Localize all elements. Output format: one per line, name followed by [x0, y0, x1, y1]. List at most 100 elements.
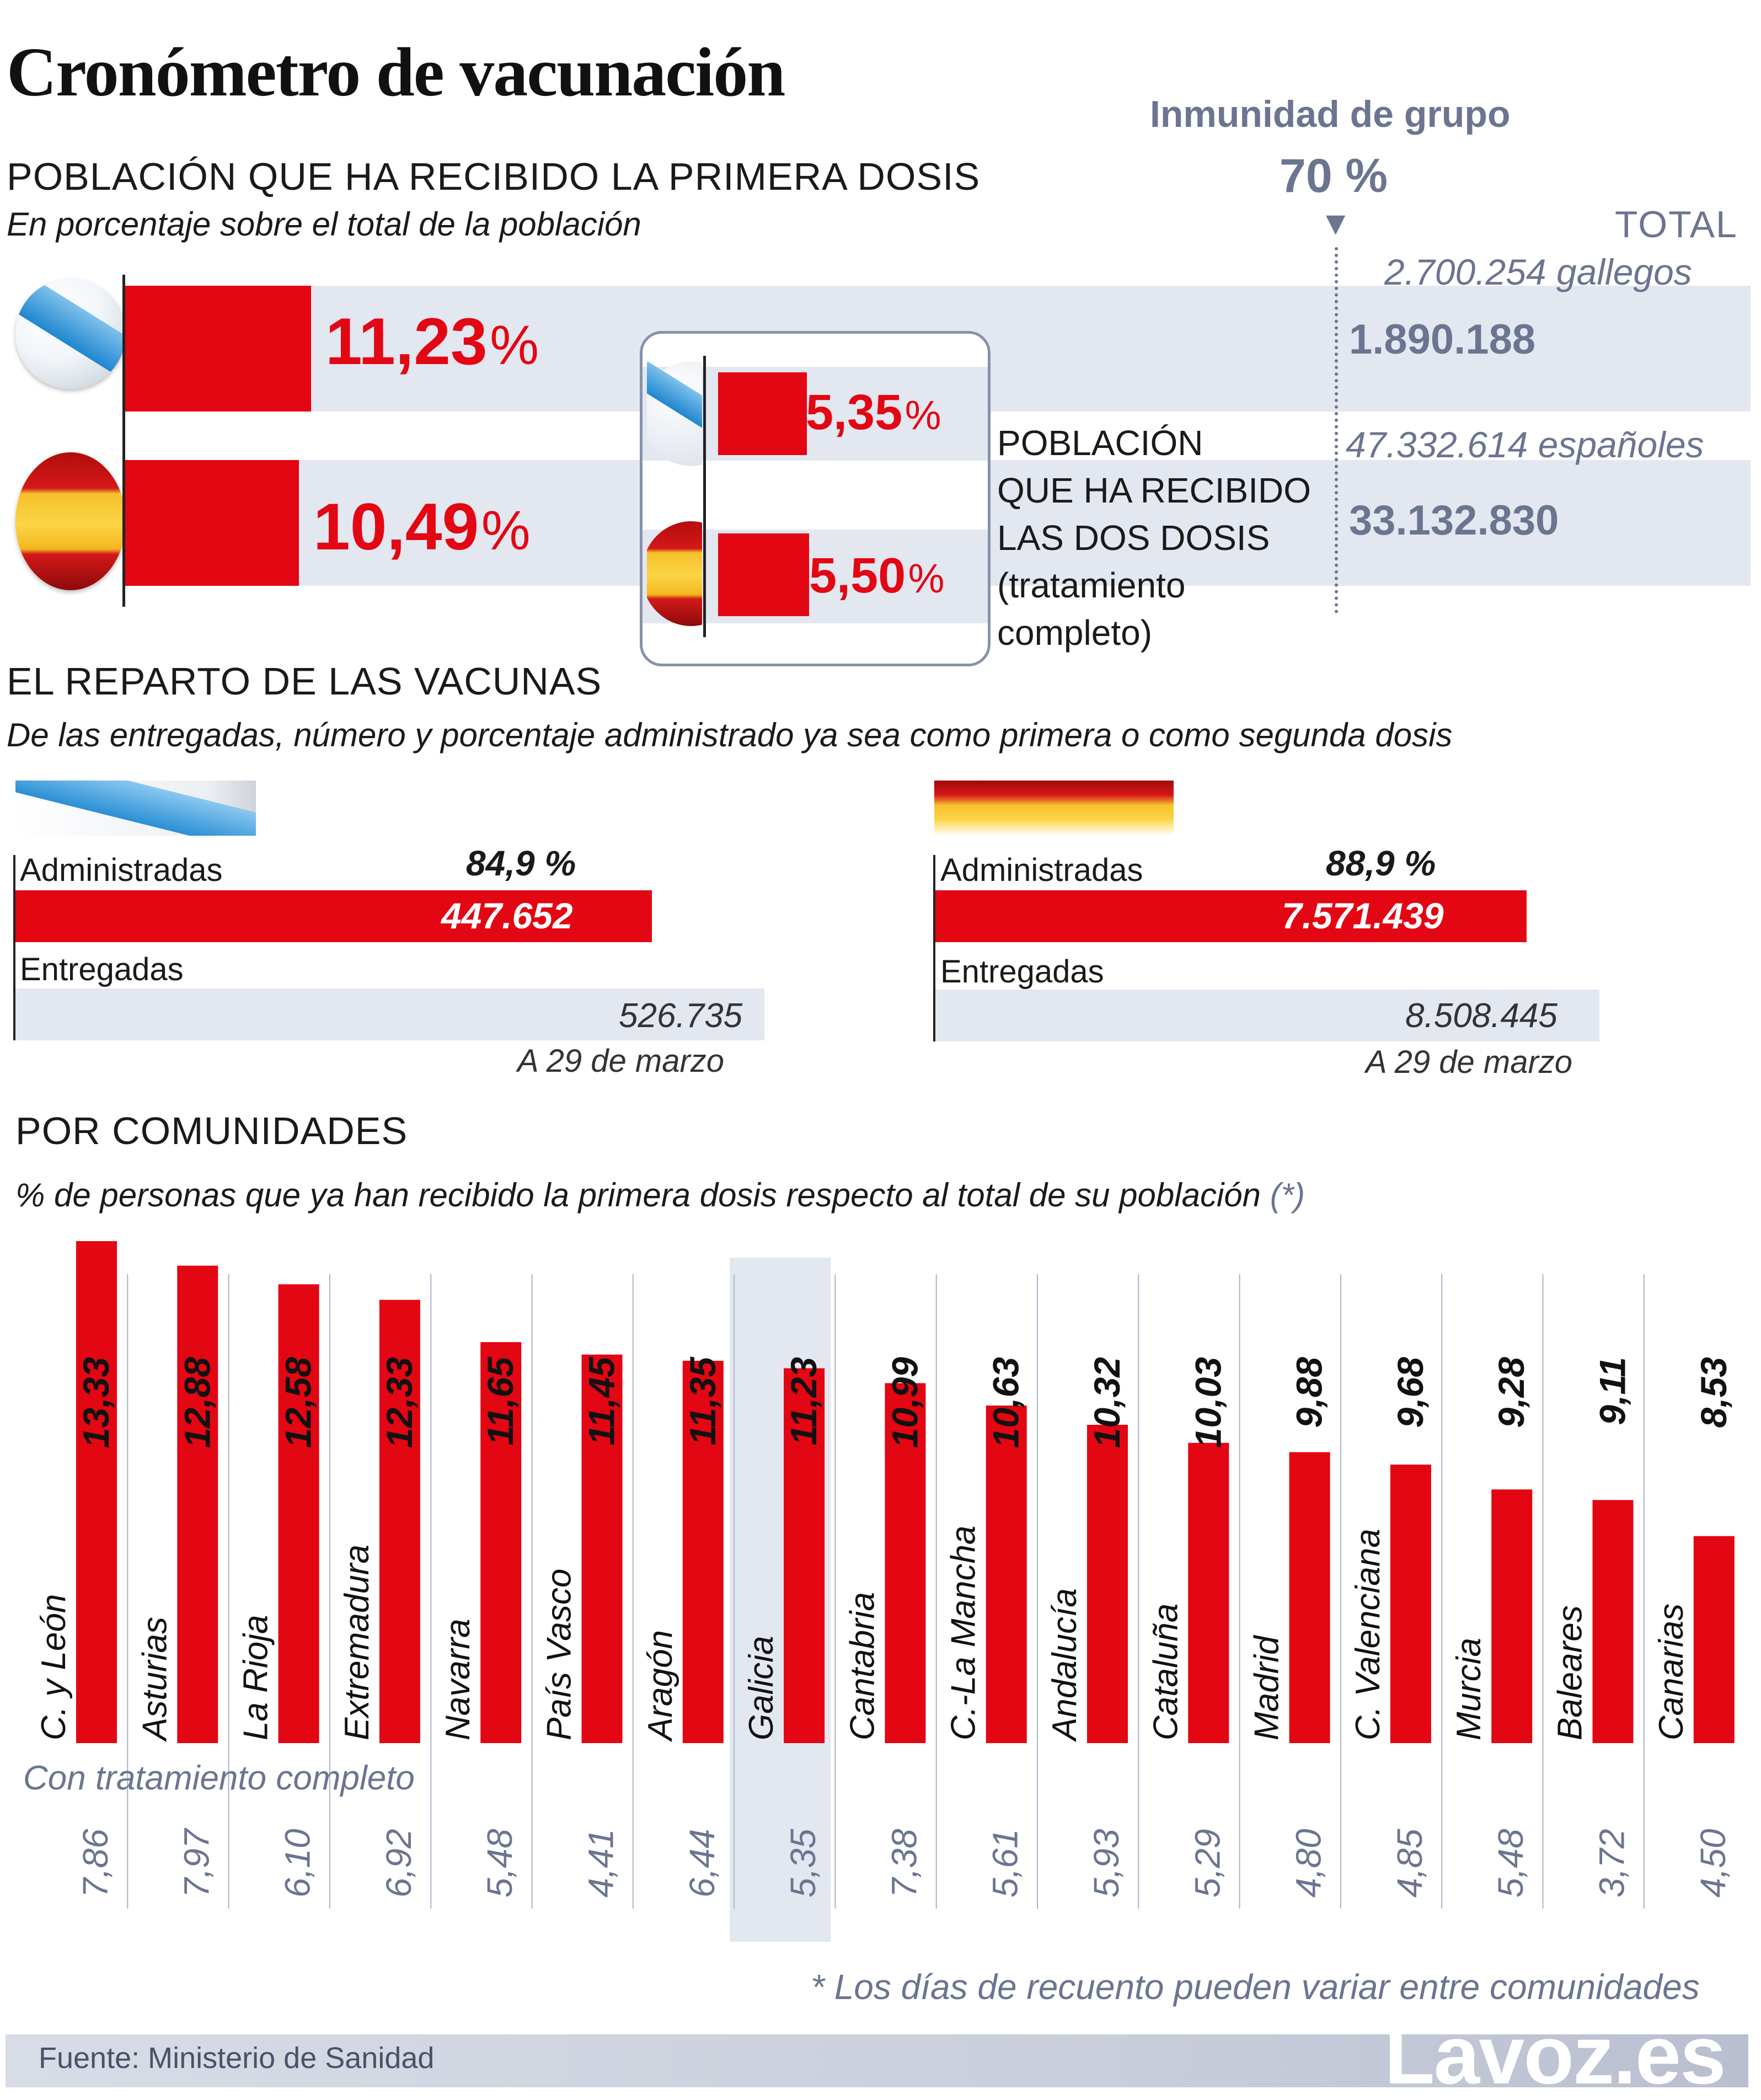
- bar-9: [986, 1406, 1027, 1743]
- category-label: Cantabria: [843, 1592, 881, 1740]
- galicia-two-doses-value: 5,35 %: [806, 385, 941, 440]
- herd-immunity-value: 70 %: [1280, 149, 1388, 202]
- bar-16: [1693, 1536, 1735, 1743]
- bar-value-label: 12,88: [176, 1357, 217, 1448]
- bar-value-label: 11,35: [682, 1356, 723, 1446]
- galicia-administered-value: 447.652: [441, 895, 573, 936]
- category-label: Canarias: [1652, 1604, 1690, 1740]
- complete-value-label: 7,86: [76, 1829, 115, 1898]
- galicia-flag-small-icon: [647, 361, 702, 466]
- bar-value-label: 13,33: [76, 1357, 116, 1448]
- bar-10: [1087, 1424, 1128, 1743]
- galicia-administered-bar: [14, 890, 652, 942]
- complete-value-label: 5,61: [986, 1829, 1025, 1898]
- spain-administered-bar: [934, 890, 1527, 942]
- bar-value-label: 10,03: [1187, 1357, 1228, 1448]
- category-label: C.-La Mancha: [945, 1526, 983, 1740]
- spain-administered-value: 7.571.439: [1282, 895, 1444, 936]
- complete-value-label: 6,92: [379, 1829, 419, 1898]
- category-label: C. y León: [35, 1594, 73, 1740]
- galicia-distribution-axis: [13, 855, 15, 1040]
- complete-value-label: 4,41: [581, 1829, 621, 1898]
- category-label: La Rioja: [237, 1615, 275, 1740]
- galicia-delivered-bar: [14, 988, 764, 1040]
- galicia-administered-label: Administradas: [20, 852, 223, 888]
- complete-value-label: 6,44: [682, 1829, 722, 1898]
- footer-bar: [6, 2034, 1748, 2087]
- spain-administered-label: Administradas: [940, 852, 1143, 888]
- spain-flag-icon: [15, 452, 126, 590]
- bar-value-label: 10,99: [884, 1357, 925, 1448]
- herd-threshold-line: [1335, 247, 1338, 613]
- galicia-delivered-value: 526.735: [619, 997, 743, 1035]
- galicia-population: 2.700.254 gallegos: [1384, 252, 1692, 292]
- galicia-first-dose-bar: [125, 286, 311, 412]
- communities-heading: POR COMUNIDADES: [15, 1109, 408, 1152]
- bar-15: [1592, 1500, 1634, 1743]
- complete-value-label: 5,29: [1187, 1829, 1227, 1898]
- communities-subheading: % de personas que ya han recibido la pri…: [15, 1177, 1305, 1214]
- bar-3: [379, 1300, 420, 1743]
- bar-7: [784, 1368, 825, 1743]
- bar-value-label: 10,32: [1086, 1357, 1127, 1448]
- complete-value-label: 5,48: [480, 1829, 520, 1898]
- spain-population: 47.332.614 españoles: [1346, 424, 1704, 465]
- bar-value-label: 10,63: [986, 1357, 1026, 1448]
- bar-11: [1188, 1442, 1229, 1743]
- complete-value-label: 5,48: [1491, 1829, 1530, 1898]
- galicia-administered-pct: 84,9 %: [466, 843, 576, 883]
- galicia-first-dose-value: 11,23 %: [325, 304, 539, 378]
- bar-value-label: 9,88: [1289, 1357, 1330, 1428]
- galicia-flag-strip-icon: [15, 781, 256, 836]
- complete-value-label: 3,72: [1592, 1829, 1632, 1898]
- category-label: Madrid: [1248, 1634, 1286, 1740]
- spain-flag-small-icon: [647, 521, 702, 626]
- category-label: Cataluña: [1147, 1604, 1185, 1740]
- category-label: Galicia: [742, 1636, 780, 1740]
- footnote: * Los días de recuento pueden variar ent…: [811, 1967, 1700, 2007]
- bar-12: [1289, 1452, 1330, 1743]
- distribution-subheading: De las entregadas, número y porcentaje a…: [7, 717, 1453, 754]
- communities-chart: 13,33 C. y León 7,86 12,88 Asturias 7,97 12,58…: [35, 1241, 1735, 1942]
- bar-value-label: 12,33: [379, 1357, 420, 1448]
- bar-1: [177, 1265, 218, 1743]
- bar-5: [581, 1354, 623, 1743]
- bar-value-label: 9,68: [1390, 1357, 1431, 1428]
- bar-14: [1491, 1489, 1533, 1743]
- two-doses-label: POBLACIÓN QUE HA RECIBIDO LAS DOS DOSIS …: [997, 423, 1311, 653]
- complete-value-label: 4,50: [1693, 1829, 1733, 1898]
- page-title: Cronómetro de vacunación: [7, 34, 785, 111]
- spain-date: A 29 de marzo: [1366, 1044, 1573, 1080]
- herd-immunity-label: Inmunidad de grupo: [1150, 93, 1511, 135]
- spain-flag-strip-icon: [934, 781, 1174, 836]
- first-dose-axis: [122, 275, 125, 607]
- spain-first-dose-value: 10,49 %: [313, 490, 531, 564]
- spain-distribution-axis: [933, 855, 935, 1041]
- source-text: Fuente: Ministerio de Sanidad: [39, 2042, 435, 2075]
- spain-administered-pct: 88,9 %: [1326, 843, 1436, 883]
- bar-value-label: 8,53: [1693, 1357, 1734, 1428]
- complete-treatment-label: Con tratamiento completo: [23, 1759, 415, 1797]
- spain-two-doses-bar: [718, 533, 809, 616]
- complete-value-label: 4,85: [1390, 1829, 1430, 1898]
- complete-value-label: 6,10: [278, 1829, 318, 1898]
- spain-delivered-value: 8.508.445: [1405, 997, 1557, 1035]
- category-label: Andalucía: [1046, 1588, 1084, 1743]
- galicia-flag-icon: [15, 279, 126, 389]
- first-dose-heading: POBLACIÓN QUE HA RECIBIDO LA PRIMERA DOS…: [7, 155, 981, 198]
- bar-value-label: 9,11: [1592, 1357, 1633, 1425]
- category-label: País Vasco: [540, 1569, 579, 1740]
- spain-delivered-bar: [934, 990, 1599, 1041]
- down-arrow-icon: ▼: [1319, 205, 1352, 242]
- total-label: TOTAL: [1615, 204, 1738, 245]
- galicia-herd-target: 1.890.188: [1349, 316, 1536, 363]
- bar-0: [76, 1241, 117, 1743]
- lavoz-logo[interactable]: Lavoz.es: [1384, 2013, 1725, 2087]
- category-label: Asturias: [136, 1617, 174, 1743]
- distribution-heading: EL REPARTO DE LAS VACUNAS: [7, 660, 602, 703]
- complete-value-label: 4,80: [1289, 1829, 1329, 1898]
- galicia-delivered-label: Entregadas: [20, 952, 184, 987]
- spain-two-doses-value: 5,50 %: [809, 548, 945, 603]
- category-label: Extremadura: [338, 1545, 376, 1740]
